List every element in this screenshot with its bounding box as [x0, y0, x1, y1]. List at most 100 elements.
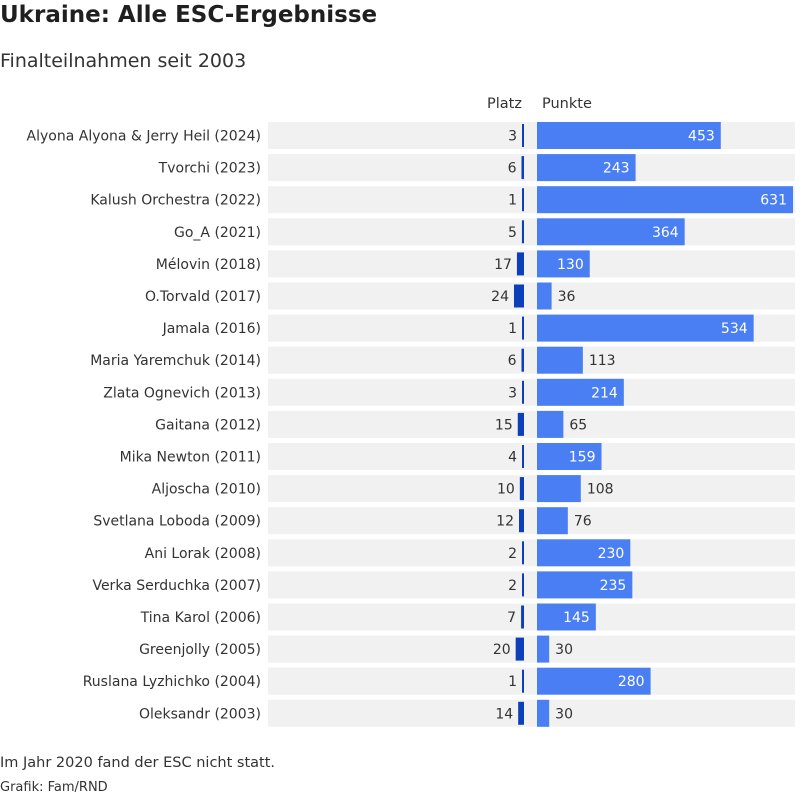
points-bar [537, 346, 583, 374]
points-bar [537, 122, 721, 149]
place-value-label: 6 [508, 161, 517, 177]
row-background [268, 571, 795, 599]
category-label: Zlata Ognevich (2013) [103, 385, 261, 401]
place-bar [515, 637, 524, 661]
category-label: Ruslana Lyzhichko (2004) [83, 674, 261, 690]
place-value-label: 4 [508, 450, 517, 466]
place-value-label: 20 [493, 642, 511, 658]
points-value-label: 235 [600, 578, 627, 594]
points-bar [537, 443, 602, 470]
place-value-label: 24 [491, 289, 509, 305]
place-bar [522, 669, 524, 693]
points-value-label: 364 [652, 225, 679, 241]
row-background [268, 699, 795, 727]
points-value-label: 214 [591, 385, 618, 401]
points-column-header: Punkte [542, 96, 592, 112]
place-bar [522, 188, 524, 212]
row-background [268, 507, 795, 535]
place-bar [522, 316, 524, 340]
points-bar [537, 667, 651, 695]
esc-results-chart: Alyona Alyona & Jerry Heil (2024) 3 453Tvo… [27, 122, 795, 727]
points-value-label: 30 [555, 706, 573, 722]
category-label: Go_A (2021) [174, 225, 261, 241]
points-bar [537, 475, 581, 503]
place-bar [522, 445, 524, 468]
place-value-label: 2 [508, 578, 517, 594]
place-bar [522, 380, 524, 404]
place-bar [522, 541, 524, 565]
points-bar [537, 699, 550, 727]
points-bar [537, 282, 552, 310]
chart-title: Ukraine: Alle ESC-Ergebnisse [0, 2, 378, 28]
row-background [268, 346, 795, 374]
place-bar [521, 220, 524, 244]
place-value-label: 6 [508, 353, 517, 369]
row-background [268, 218, 795, 246]
points-value-label: 534 [721, 321, 748, 337]
points-value-label: 243 [603, 161, 630, 177]
place-bar [519, 477, 524, 501]
points-bar [537, 571, 633, 599]
points-value-label: 30 [555, 642, 573, 658]
chart-subtitle: Finalteilnahmen seit 2003 [0, 50, 247, 72]
place-value-label: 14 [495, 706, 513, 722]
place-bar [521, 348, 524, 372]
category-label: Greenjolly (2005) [139, 642, 261, 658]
points-bar [537, 507, 568, 535]
category-label: Tvorchi (2023) [158, 161, 261, 177]
points-bar [537, 218, 685, 246]
category-label: Tina Karol (2006) [140, 610, 261, 626]
place-bar [517, 412, 524, 436]
points-bar [537, 186, 793, 214]
place-bar [519, 509, 524, 533]
category-label: Alyona Alyona & Jerry Heil (2024) [27, 129, 261, 145]
points-value-label: 113 [589, 353, 616, 369]
place-bar [514, 284, 524, 308]
category-label: Maria Yaremchuk (2014) [90, 353, 261, 369]
points-value-label: 108 [587, 482, 614, 498]
place-value-label: 1 [508, 674, 517, 690]
place-value-label: 3 [508, 385, 517, 401]
place-value-label: 1 [508, 321, 517, 337]
row-background [268, 603, 795, 631]
points-bar [537, 378, 624, 406]
category-label: Aljoscha (2010) [152, 482, 261, 498]
source-credit: Grafik: Fam/RND [0, 780, 108, 795]
points-value-label: 130 [557, 257, 584, 273]
points-value-label: 65 [569, 417, 587, 433]
points-value-label: 453 [688, 129, 715, 145]
category-label: Ani Lorak (2008) [145, 546, 261, 562]
row-background [268, 378, 795, 406]
place-value-label: 3 [508, 129, 517, 145]
place-value-label: 1 [508, 193, 517, 209]
place-value-label: 2 [508, 546, 517, 562]
category-label: Oleksandr (2003) [139, 706, 261, 722]
points-bar [537, 410, 564, 438]
category-label: Svetlana Loboda (2009) [93, 514, 261, 530]
row-background [268, 475, 795, 503]
points-bar [537, 539, 631, 567]
category-label: Mélovin (2018) [156, 257, 261, 273]
place-value-label: 10 [497, 482, 515, 498]
points-bar [537, 314, 754, 342]
points-value-label: 280 [618, 674, 645, 690]
place-value-label: 17 [494, 257, 512, 273]
place-bar [521, 605, 524, 629]
place-bar [522, 573, 524, 597]
category-label: Verka Serduchka (2007) [92, 578, 261, 594]
row-background [268, 667, 795, 695]
points-value-label: 159 [569, 450, 596, 466]
points-bar [537, 154, 636, 182]
category-label: Kalush Orchestra (2022) [90, 193, 261, 209]
category-label: O.Torvald (2017) [145, 289, 261, 305]
points-value-label: 36 [558, 289, 576, 305]
row-background [268, 443, 795, 470]
place-bar [522, 124, 524, 147]
points-value-label: 76 [574, 514, 592, 530]
row-background [268, 154, 795, 182]
points-value-label: 230 [598, 546, 625, 562]
place-bar [521, 156, 524, 180]
place-bar [516, 252, 524, 276]
points-value-label: 145 [563, 610, 590, 626]
place-value-label: 5 [508, 225, 517, 241]
